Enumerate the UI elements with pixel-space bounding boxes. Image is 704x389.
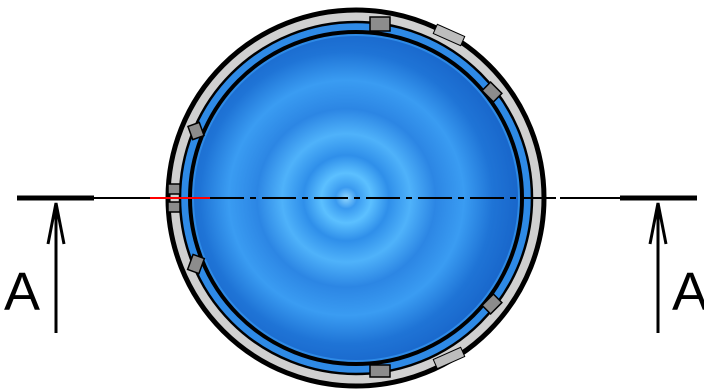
rim-tab-upper-left: [187, 121, 205, 141]
rim-tab-left-lower: [167, 201, 181, 213]
rim-tab-upper-right: [481, 81, 503, 103]
section-label-right: A: [672, 262, 704, 322]
rim-tab-left-upper: [167, 183, 181, 195]
rim-tab-bottom: [369, 364, 391, 378]
view-arrows: [46, 202, 668, 333]
right-arrow-head: [648, 202, 668, 245]
rim-tab-lower-left: [186, 253, 206, 275]
rim-clip-upper: [432, 23, 466, 47]
rim-clip-lower: [432, 346, 466, 370]
left-arrow-head: [46, 202, 66, 245]
rim-tab-top: [369, 16, 391, 32]
rim-tabs: [167, 16, 503, 378]
rim-tab-lower-right: [481, 293, 503, 315]
section-label-left: A: [4, 262, 40, 322]
rim-clips: [432, 23, 466, 370]
